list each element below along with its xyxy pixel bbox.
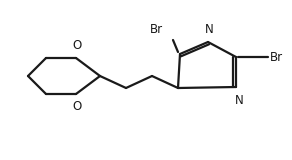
Text: Br: Br xyxy=(270,51,283,64)
Text: O: O xyxy=(72,100,82,113)
Text: N: N xyxy=(235,94,243,107)
Text: N: N xyxy=(205,23,213,36)
Text: O: O xyxy=(72,39,82,52)
Text: Br: Br xyxy=(150,23,163,36)
